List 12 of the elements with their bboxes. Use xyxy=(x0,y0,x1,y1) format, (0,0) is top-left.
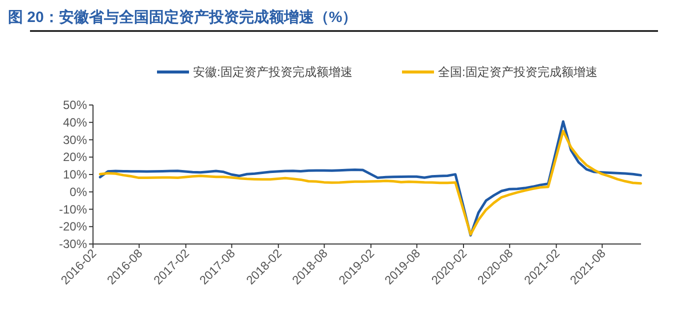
y-tick-label: 0% xyxy=(70,184,88,199)
y-tick-label: -30% xyxy=(58,237,88,251)
chart-title: 图 20：安徽省与全国固定资产投资完成额增速（%） xyxy=(8,8,358,26)
y-tick-label: 50% xyxy=(62,98,88,112)
y-tick-label: 30% xyxy=(62,132,88,147)
y-tick-label: 40% xyxy=(62,115,88,130)
y-tick-label: 10% xyxy=(62,168,88,182)
y-tick-label: 20% xyxy=(62,150,88,164)
legend-label: 全国:固定资产投资完成额增速 xyxy=(438,65,598,79)
y-tick-label: -20% xyxy=(58,220,88,234)
legend-label: 安徽:固定资产投资完成额增速 xyxy=(193,65,352,79)
y-tick-label: -10% xyxy=(58,202,88,216)
